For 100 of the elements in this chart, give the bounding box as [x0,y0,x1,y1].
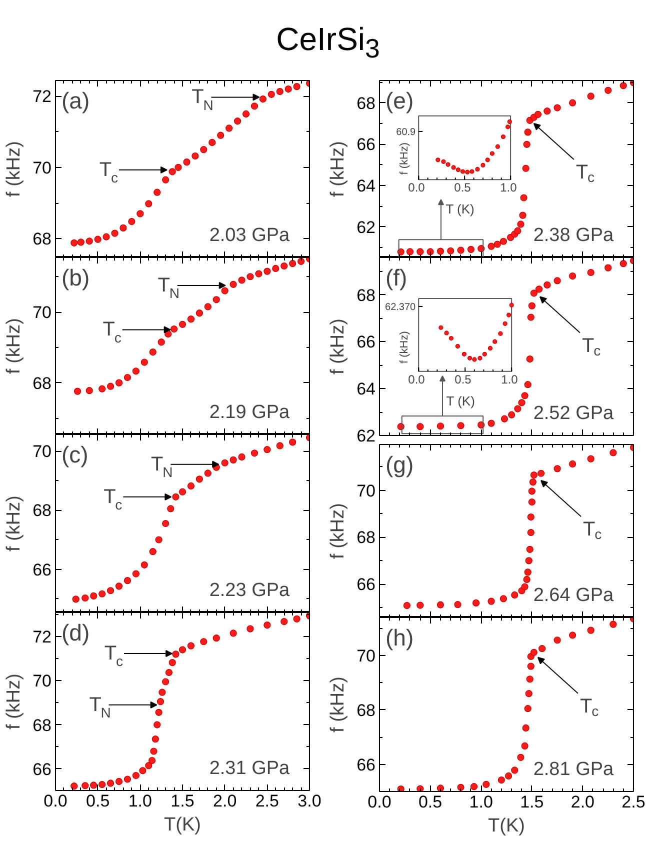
point [529,478,536,486]
point [120,224,127,232]
point [98,590,106,598]
point [528,488,536,495]
point [530,290,538,297]
point [200,638,208,646]
point [523,576,530,584]
point [204,470,212,477]
annotation: 2.23 GPa [209,580,290,601]
y-tick-label: 68 [356,94,376,113]
point [208,138,216,146]
y-tick-label: 72 [32,628,52,647]
point [554,636,561,644]
point [524,128,532,136]
point [502,321,508,326]
point [554,104,561,112]
point [457,246,464,254]
y-axis-title: f (kHz) [4,496,25,552]
point [238,276,246,284]
point [397,786,404,792]
point [498,776,505,784]
point [132,368,140,375]
point [172,493,180,500]
point [154,721,161,728]
point [530,648,538,656]
point [154,188,161,196]
point [500,415,508,422]
y-tick-label: 66 [32,560,52,580]
point [167,505,174,512]
point [246,273,254,280]
point [554,277,561,284]
point [168,168,176,176]
y-axis-title: f (kHz) [4,674,25,730]
point [524,568,532,576]
point [436,158,440,162]
point [289,260,296,268]
point [506,312,512,318]
point [140,358,148,366]
y-axis-title: f (kHz) [328,141,349,197]
point [436,422,444,430]
point [446,162,450,167]
point [168,659,176,666]
point [457,422,464,430]
point [544,281,551,288]
point [246,625,254,632]
point [436,248,444,255]
point [156,698,164,706]
point [495,144,500,149]
y-tick-label: 68 [32,230,52,249]
point [187,316,195,323]
y-tick-label: 70 [356,481,376,500]
point [465,170,470,174]
point [145,762,152,770]
point [568,99,576,106]
point [149,548,156,556]
point [475,166,480,172]
point [520,194,528,202]
point [456,167,460,172]
point [527,314,534,321]
point [238,453,246,461]
point [268,90,275,98]
point [128,218,136,226]
point [454,601,462,608]
point [82,782,89,790]
x-tick-label: 0.0 [44,792,68,810]
point [230,630,237,637]
point [518,399,526,406]
point [519,212,526,219]
point [488,420,495,427]
point [297,258,305,265]
point [517,220,524,228]
point [230,280,237,288]
point [527,662,534,670]
point [416,785,424,792]
point [276,88,284,96]
point [124,776,132,783]
point [472,357,477,362]
point [462,352,466,356]
point [509,302,514,308]
point [467,246,474,253]
x-tick-label: 0.5 [454,372,472,386]
y-tick-label: 62 [356,426,376,446]
point [132,570,140,578]
point [527,528,534,536]
point [170,325,178,333]
point [504,772,512,780]
point [488,242,495,250]
x-tick-label: 1.0 [501,372,518,386]
point [587,626,594,634]
point [587,455,594,462]
x-tick-label: 0.0 [408,372,426,386]
y-tick-label: 62 [356,218,376,237]
point [488,346,492,350]
x-tick-label: 1.0 [128,792,152,810]
point [90,782,98,789]
point [115,379,123,386]
point [521,742,528,750]
point [86,387,93,394]
point [527,513,534,521]
point [187,642,195,650]
